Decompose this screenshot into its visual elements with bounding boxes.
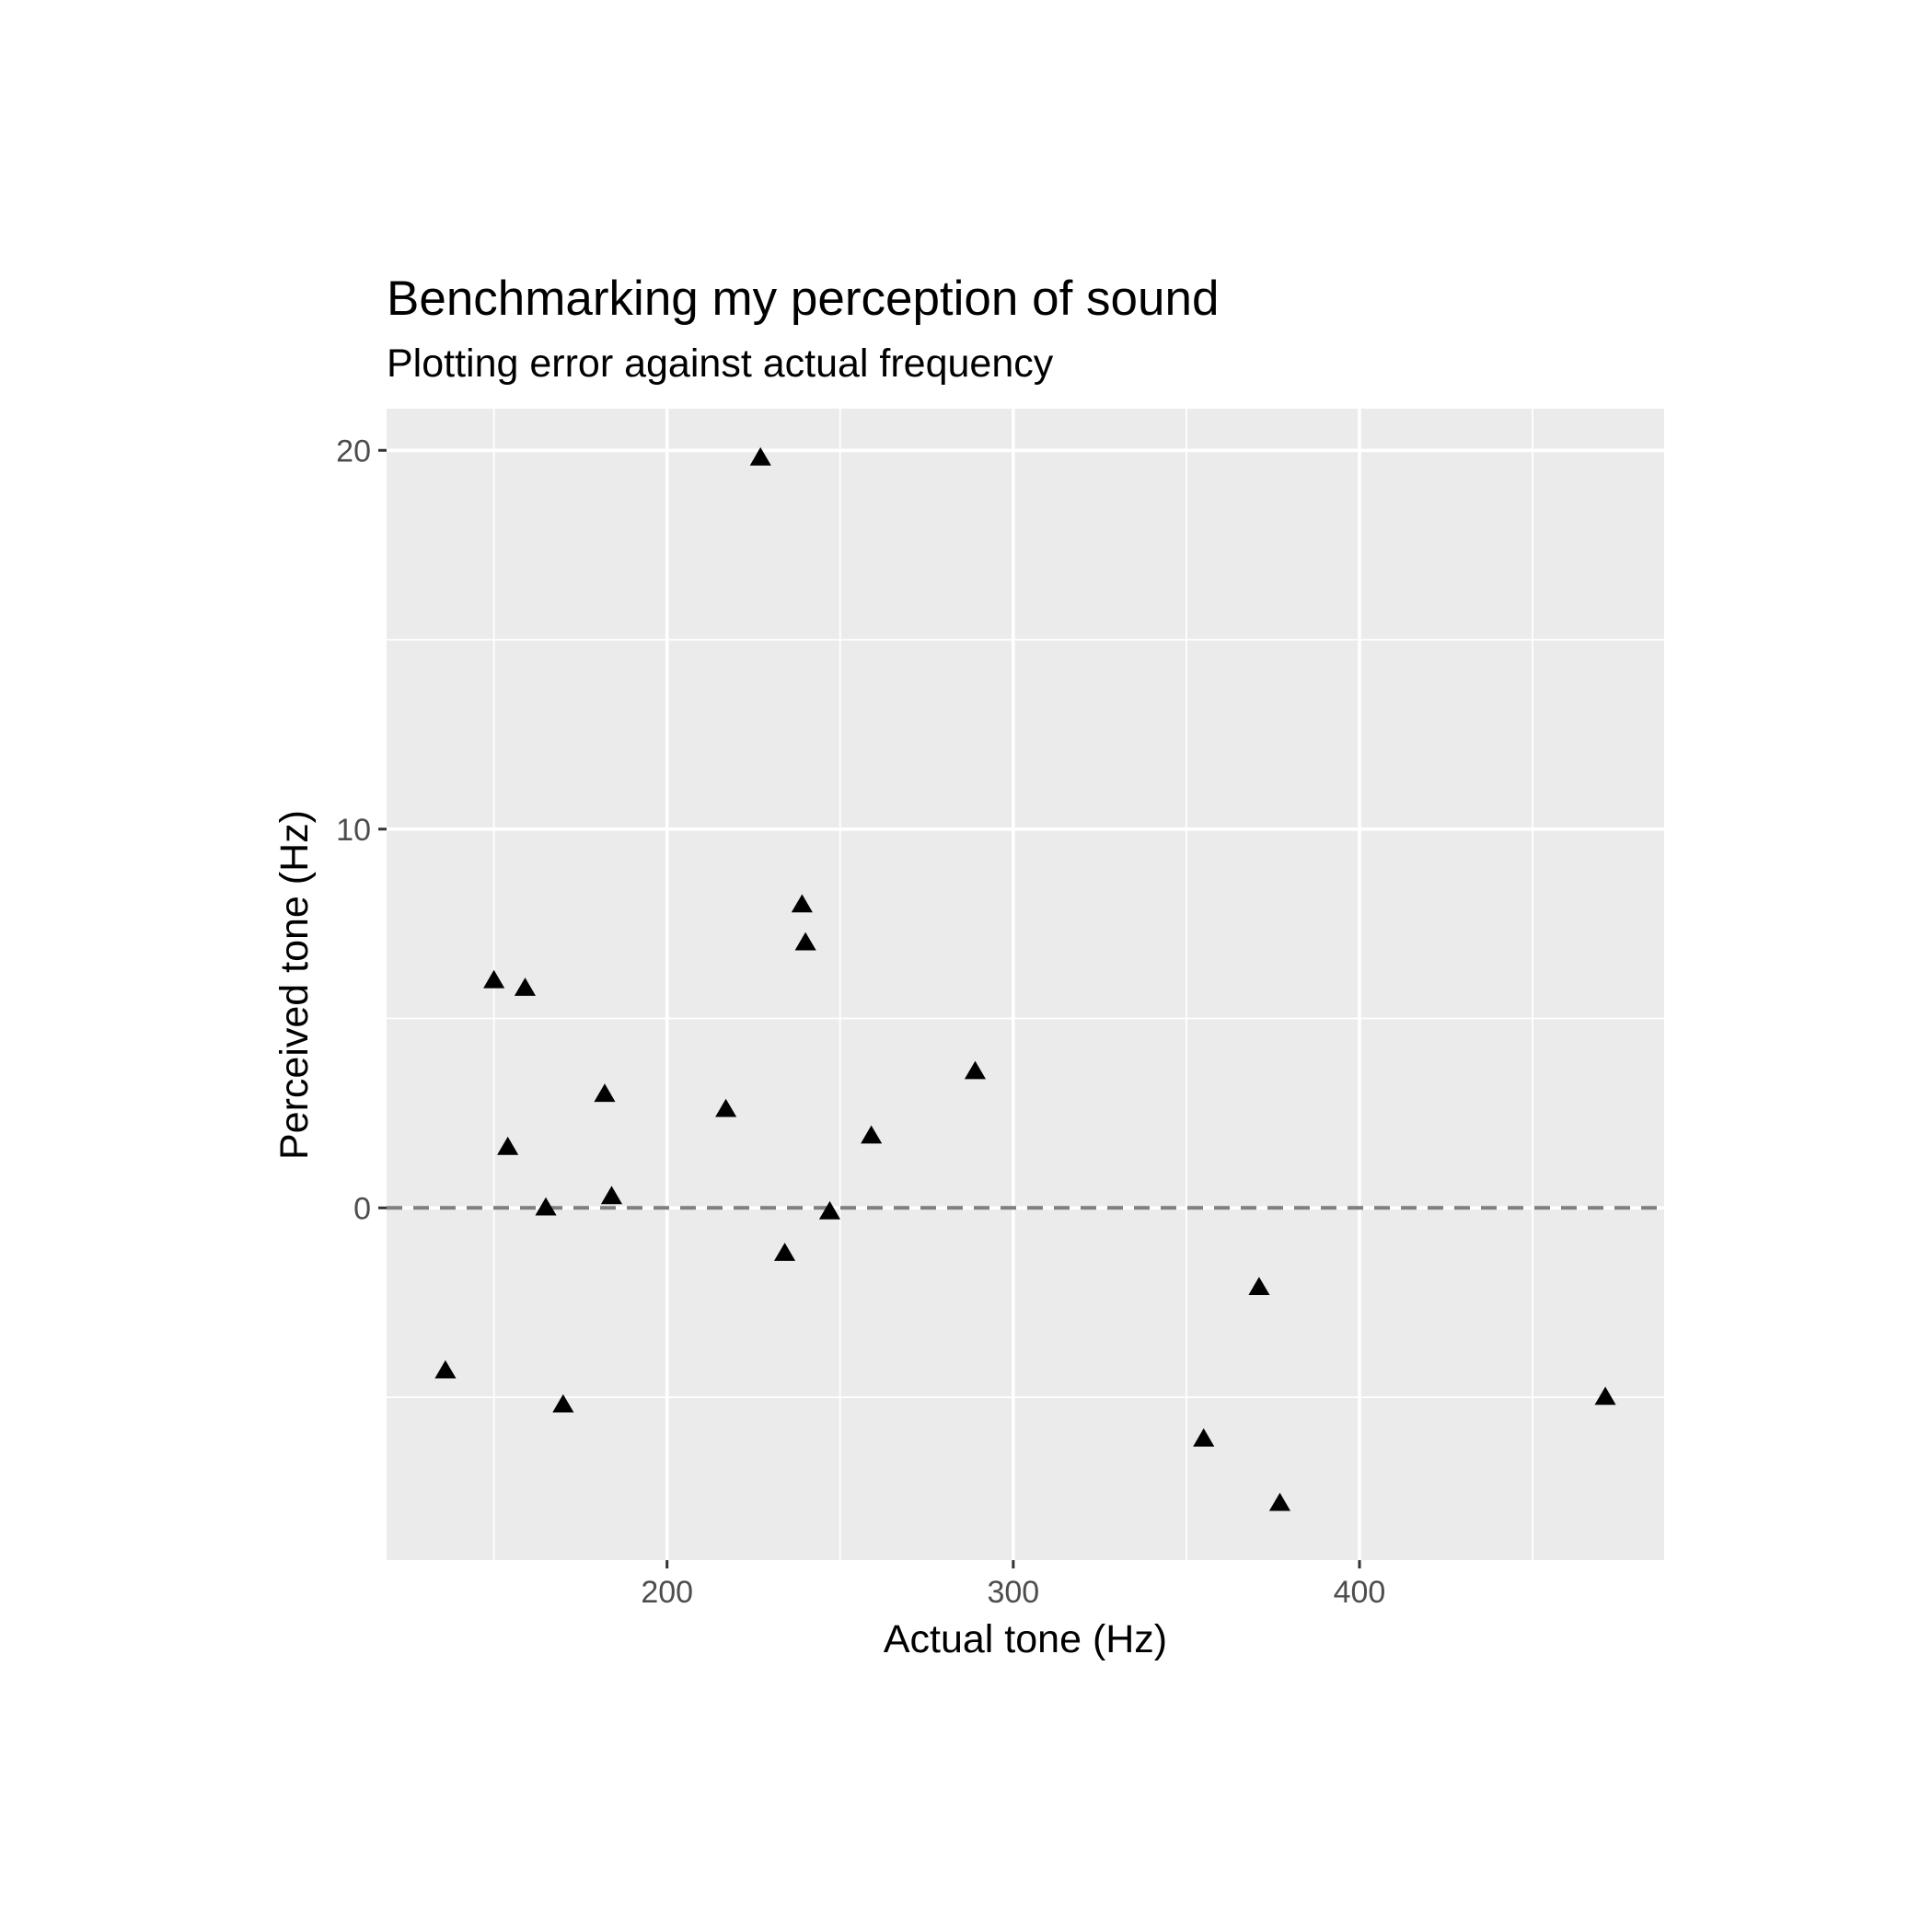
chart-title: Benchmarking my perception of sound [387,272,1219,326]
x-tick-label: 300 [987,1575,1039,1610]
data-point-triangle [964,1060,986,1080]
y-axis: 0 10 20 [336,434,387,1226]
data-point-triangle [497,1136,519,1155]
x-tick-label: 200 [641,1575,693,1610]
y-tick-label: 20 [336,434,371,469]
data-point-triangle [483,969,505,989]
data-point-triangle [552,1394,574,1413]
data-point-triangle [514,978,536,996]
y-axis-title: Perceived tone (Hz) [272,810,317,1160]
data-point-triangle [1193,1428,1215,1447]
chart-subtitle: Plotting error against actual frequency [387,341,1054,386]
data-point-triangle [818,1200,840,1220]
data-point-triangle [1248,1277,1270,1295]
major-gridlines [387,409,1664,1560]
x-axis-title: Actual tone (Hz) [884,1617,1167,1661]
data-point-triangle [1594,1386,1616,1406]
data-point-triangle [434,1359,457,1379]
data-point-triangle [535,1197,557,1216]
data-point-triangle [594,1083,616,1103]
data-point-triangle [861,1125,883,1144]
minor-gridlines [387,409,1664,1560]
y-tick-label: 0 [353,1191,371,1226]
data-point-triangle [774,1243,796,1261]
data-point-triangle [791,894,813,913]
data-point-triangle [794,931,816,951]
data-points [434,446,1616,1511]
data-point-triangle [1268,1492,1290,1511]
x-tick-label: 400 [1334,1575,1386,1610]
data-point-triangle [715,1098,737,1117]
y-tick-label: 10 [336,813,371,848]
plot-panel [387,409,1664,1560]
data-point-triangle [600,1186,622,1205]
x-axis: 200 300 400 [641,1560,1385,1610]
data-point-triangle [749,446,771,466]
